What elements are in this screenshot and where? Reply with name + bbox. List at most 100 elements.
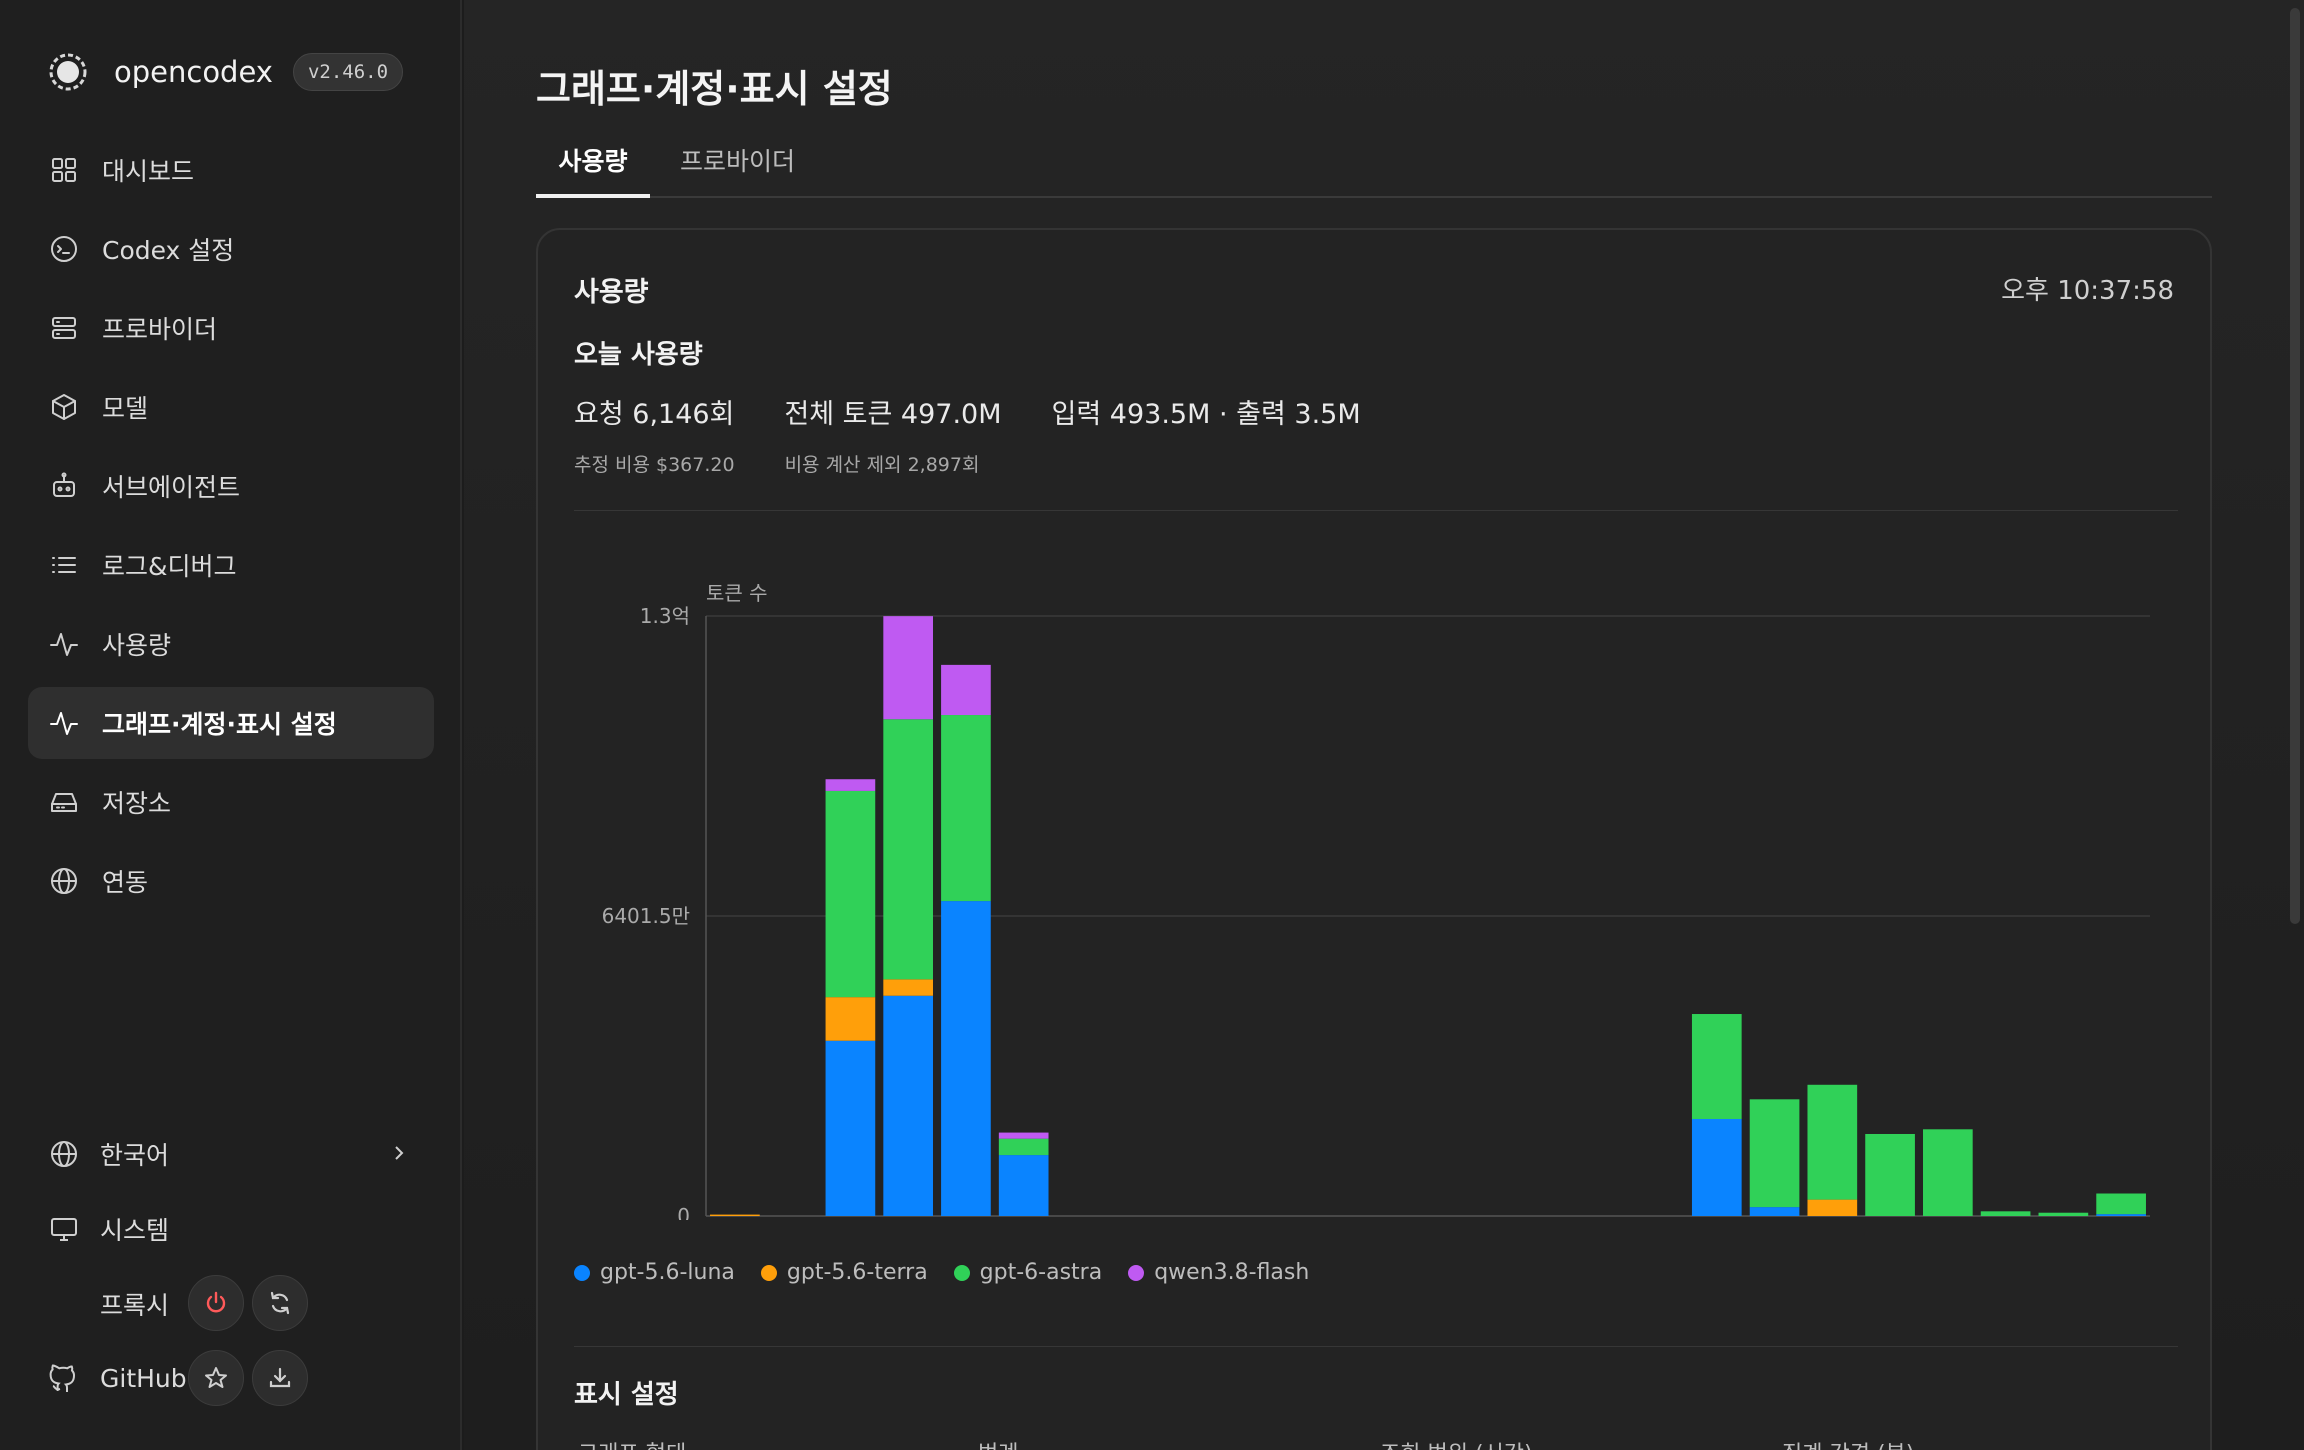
robot-icon [53,472,75,497]
github-icon[interactable] [48,1363,80,1395]
legend-item[interactable]: gpt-5.6-luna [574,1260,735,1285]
range-label: 조회 범위 (시간) [1380,1436,1533,1450]
bar-segment[interactable] [1691,1014,1742,1119]
power-icon [206,1291,226,1313]
opencodex-logo-icon [49,53,87,91]
y-tick-label: 1.3억 [640,604,690,628]
divider [574,510,2178,511]
divider [574,1346,2178,1347]
sidebar-item-0[interactable]: 대시보드 [28,134,434,206]
sidebar-item-label: 로그&디버그 [102,552,237,581]
github-star-button[interactable] [188,1350,244,1406]
chevron-right-icon [395,1146,404,1160]
estimated-cost: 추정 비용 $367.20 [574,454,735,476]
bar-segment[interactable] [825,790,876,998]
bar-segment[interactable] [1980,1211,2031,1216]
github-row: GitHub [28,1341,434,1416]
bar-segment[interactable] [941,664,991,716]
legend-item[interactable]: gpt-5.6-terra [760,1260,928,1285]
sidebar-item-3[interactable]: 모델 [28,371,434,443]
bar-segment[interactable] [1749,1099,1800,1208]
chart-legend: gpt-5.6-luna gpt-5.6-terra gpt-6-astra qwen… [574,1260,1309,1285]
scrollbar[interactable] [2290,8,2300,924]
activity-icon [50,633,78,656]
legend-label: gpt-6-astra [979,1260,1103,1285]
bar-segment[interactable] [2096,1193,2146,1215]
sidebar-item-8[interactable]: 저장소 [28,766,434,838]
graph-type-label: 그래프 형태 [578,1436,686,1450]
bar-segment[interactable] [883,979,933,996]
sidebar-item-5[interactable]: 로그&디버그 [28,529,434,601]
sidebar-item-4[interactable]: 서브에이전트 [28,450,434,522]
tab-bar: 사용량 프로바이더 [536,132,2212,198]
sidebar-item-label: Codex 설정 [102,236,235,265]
language-selector[interactable]: 한국어 [28,1116,434,1191]
main-content: 그래프·계정·표시 설정 사용량 프로바이더 사용량 오후 10:37:58 오… [464,0,2304,1450]
bar-segment[interactable] [1923,1129,1973,1216]
sidebar-item-label: 연동 [102,868,149,897]
usage-card: 사용량 오후 10:37:58 오늘 사용량 요청 6,146회 전체 토큰 4… [536,228,2212,1450]
sidebar-item-label: 서브에이전트 [102,473,241,502]
bar-segment[interactable] [2096,1214,2146,1216]
bar-segment[interactable] [1807,1084,1858,1200]
bar-segment[interactable] [883,616,933,720]
language-label: 한국어 [100,1140,170,1170]
sidebar-item-label: 프로바이더 [102,315,218,344]
sidebar-item-7[interactable]: 그래프·계정·표시 설정 [28,687,434,759]
drive-icon [51,793,77,812]
bar-segment[interactable] [1865,1133,1915,1216]
sidebar-item-label: 사용량 [102,631,172,660]
input-output-tokens: 입력 493.5M · 출력 3.5M [1051,399,1361,430]
brand: opencodex v2.46.0 [46,48,404,96]
cost-excluded: 비용 계산 제외 2,897회 [784,454,980,476]
legend-dot-icon [1128,1264,1145,1281]
bar-segment[interactable] [883,719,933,980]
proxy-label: 프록시 [100,1290,170,1320]
display-settings-title: 표시 설정 [574,1380,679,1410]
tab-providers[interactable]: 프로바이더 [680,147,796,176]
bar-segment[interactable] [941,901,991,1216]
tab-usage[interactable]: 사용량 [536,142,650,198]
legend-dot-icon [760,1264,777,1281]
bar-segment[interactable] [998,1138,1049,1156]
sidebar-item-1[interactable]: Codex 설정 [28,213,434,285]
bar-segment[interactable] [1807,1199,1858,1216]
bar-segment[interactable] [1691,1118,1742,1216]
github-download-button[interactable] [252,1350,308,1406]
monitor-icon [51,1217,77,1241]
download-icon [269,1367,291,1388]
terminal-icon [51,236,77,262]
bar-segment[interactable] [825,1040,876,1216]
star-icon [205,1367,227,1388]
bar-segment[interactable] [710,1214,760,1216]
sidebar-item-9[interactable]: 연동 [28,845,434,917]
globe-icon [51,1140,77,1167]
sidebar-item-2[interactable]: 프로바이더 [28,292,434,364]
page-title: 그래프·계정·표시 설정 [536,67,893,111]
bar-segment[interactable] [941,715,991,902]
bar-segment[interactable] [825,997,876,1041]
sidebar-item-label: 대시보드 [102,157,195,186]
bar-segment[interactable] [825,779,876,791]
legend-label: gpt-5.6-terra [786,1260,928,1285]
bar-segment[interactable] [1749,1207,1800,1216]
legend-item[interactable]: qwen3.8-flash [1128,1260,1309,1285]
proxy-power-button[interactable] [188,1275,244,1331]
proxy-restart-button[interactable] [252,1275,308,1331]
bar-segment[interactable] [998,1132,1049,1139]
request-count: 요청 6,146회 [574,399,735,430]
bar-segment[interactable] [883,995,933,1216]
bar-segment[interactable] [998,1155,1049,1216]
legend-item[interactable]: gpt-6-astra [953,1260,1103,1285]
legend-dot-icon [574,1264,590,1281]
bar-segment[interactable] [2038,1212,2089,1216]
interval-label: 집계 간격 (분) [1782,1436,1914,1450]
globe-icon [51,868,77,894]
system-theme[interactable]: 시스템 [28,1191,434,1266]
system-label: 시스템 [100,1215,170,1245]
sidebar-item-6[interactable]: 사용량 [28,608,434,680]
refresh-icon [270,1291,290,1315]
